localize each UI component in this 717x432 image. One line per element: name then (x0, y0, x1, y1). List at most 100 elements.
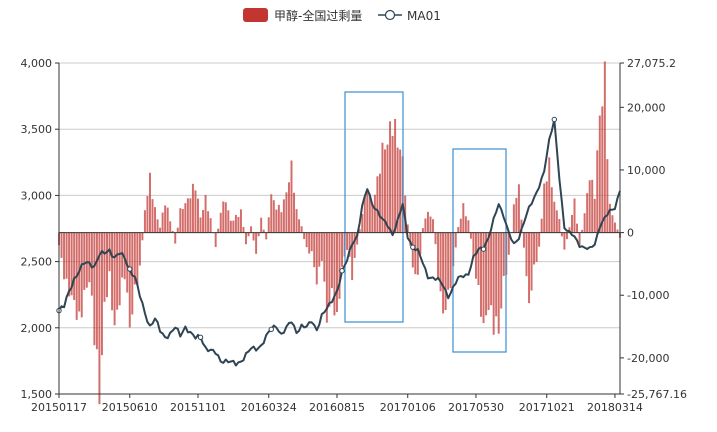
bar-161 (464, 216, 467, 233)
bar-42 (164, 205, 167, 233)
bar-194 (548, 157, 551, 233)
bar-46 (174, 232, 177, 244)
bar-152 (442, 232, 445, 314)
bar-162 (467, 220, 470, 233)
bar-95 (298, 219, 301, 233)
bar-166 (477, 232, 480, 286)
bar-19 (106, 232, 108, 298)
legend-swatch-bar (243, 8, 268, 22)
bar-16 (98, 232, 101, 405)
bar-118 (356, 232, 359, 245)
bar-208 (583, 213, 586, 233)
bar-6 (73, 232, 76, 301)
bar-69 (232, 220, 235, 233)
bar-26 (123, 232, 126, 280)
bar-148 (432, 219, 434, 233)
bar-138 (406, 224, 409, 233)
bar-50 (184, 203, 187, 233)
bar-92 (290, 160, 293, 233)
bar-160 (462, 203, 465, 233)
bar-220 (613, 222, 616, 233)
bar-58 (204, 194, 207, 233)
bar-140 (411, 232, 414, 268)
bar-197 (555, 210, 558, 233)
bar-48 (179, 208, 182, 233)
bar-141 (414, 232, 417, 275)
bar-200 (563, 232, 566, 250)
bar-45 (171, 230, 174, 233)
bar-88 (280, 212, 283, 233)
bar-178 (507, 232, 510, 255)
bar-169 (485, 232, 488, 316)
bar-144 (421, 228, 424, 233)
bar-106 (325, 232, 328, 323)
bar-114 (346, 232, 349, 250)
y-left-tick-label: 2,000 (21, 322, 53, 335)
bar-57 (202, 210, 205, 233)
legend: 甲醇-全国过剩量 MA01 (243, 8, 441, 23)
bar-183 (520, 219, 523, 233)
bar-81 (262, 229, 265, 233)
bar-193 (545, 181, 548, 233)
bar-154 (447, 232, 450, 290)
bar-103 (318, 232, 321, 267)
bar-44 (169, 221, 172, 233)
bar-98 (305, 232, 308, 248)
y-left-tick-label: 3,000 (21, 189, 53, 202)
bar-158 (457, 227, 460, 233)
y-right-tick-label: -20,000 (627, 352, 669, 365)
bar-214 (598, 115, 601, 233)
bar-129 (384, 149, 386, 233)
x-tick-label: 20160815 (309, 401, 365, 414)
grid-lines (59, 62, 620, 395)
bar-22 (113, 232, 116, 326)
bar-218 (608, 203, 611, 233)
bar-199 (560, 232, 563, 237)
y-left-tick-label: 2,500 (21, 256, 53, 269)
bar-41 (161, 212, 164, 233)
legend-label-bar: 甲醇-全国过剩量 (274, 8, 362, 23)
bar-15 (95, 232, 98, 350)
bar-85 (272, 200, 275, 233)
y-left-tick-label: 4,000 (21, 57, 53, 70)
bar-212 (593, 198, 596, 233)
bar-37 (151, 199, 154, 233)
bar-75 (247, 232, 250, 237)
bar-180 (512, 204, 515, 233)
bar-107 (328, 232, 331, 307)
bar-72 (239, 209, 242, 233)
bar-33 (141, 232, 144, 241)
bar-104 (320, 232, 323, 261)
bar-14 (93, 232, 96, 346)
line-marker-3 (268, 326, 274, 333)
bar-171 (490, 232, 493, 306)
bar-207 (581, 229, 584, 233)
line-marker-2 (197, 334, 204, 340)
tick-labels: 1,500 2,000 2,500 3,000 3,500 4,000 -25,767.16… (21, 57, 687, 414)
bar-9 (80, 232, 83, 318)
bar-159 (459, 218, 462, 233)
bar-89 (282, 199, 285, 233)
bar-187 (530, 232, 533, 291)
bar-115 (348, 232, 351, 257)
bar-70 (234, 214, 237, 233)
bar-165 (474, 232, 477, 279)
bar-151 (439, 232, 442, 292)
bar-80 (260, 217, 263, 233)
bar-170 (487, 232, 490, 311)
bar-215 (601, 106, 604, 233)
bar-11 (85, 232, 88, 288)
bar-31 (136, 232, 139, 286)
bar-94 (295, 209, 298, 233)
bar-39 (156, 219, 159, 233)
bar-142 (416, 232, 419, 275)
bar-186 (528, 232, 531, 304)
bar-35 (146, 195, 149, 233)
bar-5 (70, 232, 73, 296)
bar-87 (277, 204, 280, 233)
bar-73 (242, 226, 245, 233)
bar-105 (323, 232, 326, 282)
bar-100 (310, 232, 313, 252)
bar-173 (495, 232, 498, 317)
